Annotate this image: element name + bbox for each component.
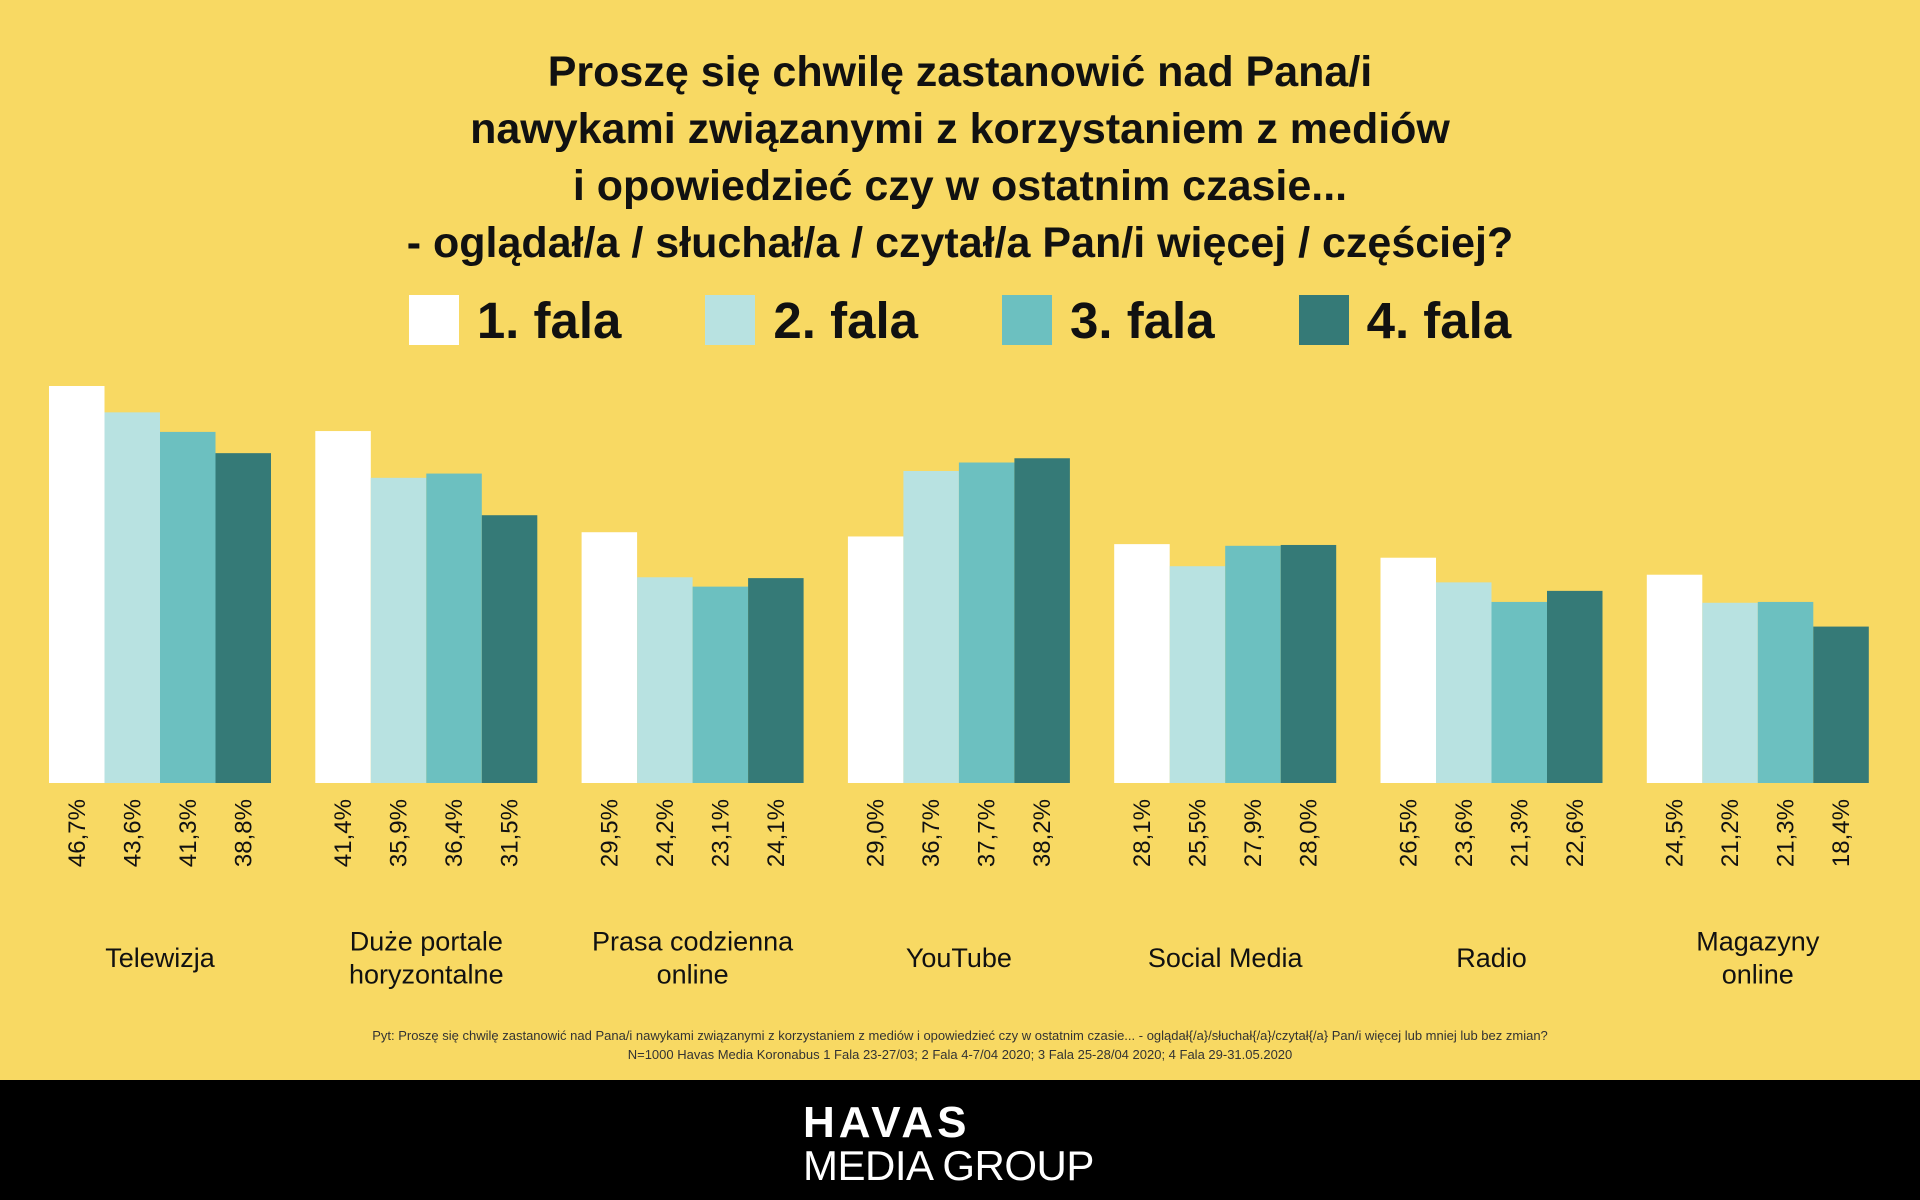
legend-label: 3. fala xyxy=(1070,291,1215,349)
bar xyxy=(215,453,271,783)
data-label: 24,1% xyxy=(763,799,790,867)
footnote: Pyt: Proszę się chwilę zastanowić nad Pa… xyxy=(0,1026,1920,1064)
bar xyxy=(748,578,804,783)
footnote-sample: N=1000 Havas Media Koronabus 1 Fala 23-2… xyxy=(627,1047,1293,1062)
data-label: 27,9% xyxy=(1240,799,1267,867)
bar xyxy=(1436,582,1492,783)
category-label-line: Telewizja xyxy=(105,943,216,973)
legend-label: 2. fala xyxy=(773,291,918,349)
data-label: 31,5% xyxy=(497,799,524,867)
data-label: 41,4% xyxy=(330,799,357,867)
category-label-line: horyzontalne xyxy=(349,960,504,990)
title-line: nawykami związanymi z korzystaniem z med… xyxy=(470,105,1450,153)
data-label: 38,2% xyxy=(1029,799,1056,867)
data-label: 21,3% xyxy=(1773,799,1800,867)
bar xyxy=(1491,601,1547,783)
data-label: 24,5% xyxy=(1662,799,1689,867)
data-label: 28,1% xyxy=(1129,799,1156,867)
bar xyxy=(1169,566,1226,783)
bar xyxy=(370,477,427,783)
bar xyxy=(1702,602,1758,783)
data-label: 25,5% xyxy=(1184,799,1211,867)
bar xyxy=(692,586,749,783)
category-label-line: Duże portale xyxy=(350,927,503,957)
data-label: 29,5% xyxy=(596,799,623,867)
data-label: 35,9% xyxy=(386,799,413,867)
legend-swatch xyxy=(408,295,459,345)
data-label: 24,2% xyxy=(652,799,679,867)
bar xyxy=(426,473,482,783)
bar xyxy=(1646,574,1703,783)
bar xyxy=(581,532,638,783)
bar xyxy=(315,431,371,783)
bar xyxy=(1547,590,1603,783)
data-label: 29,0% xyxy=(863,799,890,867)
category-label: YouTube xyxy=(906,943,1012,973)
legend: 1. fala 2. fala 3. fala 4. fala xyxy=(0,291,1920,350)
bar xyxy=(903,471,959,783)
category-label: Social Media xyxy=(1148,943,1304,973)
bar-chart: 46,7% 43,6% 41,3% 38,8% Telewizja 41,4% 35,9% 3… xyxy=(49,386,1869,990)
category-label-line: Prasa codzienna xyxy=(592,927,794,957)
data-label: 23,1% xyxy=(707,799,734,867)
category-label-line: YouTube xyxy=(906,943,1012,973)
bar xyxy=(1014,458,1070,783)
legend-swatch xyxy=(1298,295,1349,345)
title-line: i opowiedzieć czy w ostatnim czasie... xyxy=(572,162,1348,210)
category-label-line: Radio xyxy=(1456,943,1527,973)
data-label: 23,6% xyxy=(1451,799,1478,867)
bar xyxy=(1225,545,1281,783)
legend-item-fala-1: 1. fala xyxy=(408,291,622,350)
data-label: 43,6% xyxy=(119,799,146,867)
data-label: 21,2% xyxy=(1717,799,1744,867)
category-label: Duże portale horyzontalne xyxy=(349,927,504,990)
data-label: 21,3% xyxy=(1506,799,1533,867)
havas-media-group-logo: HAVAS MEDIA GROUP xyxy=(803,1098,1094,1189)
data-label: 36,4% xyxy=(441,799,468,867)
chart-title: Proszę się chwilę zastanowić nad Pana/i … xyxy=(0,44,1920,272)
bar xyxy=(49,386,105,783)
logo-media-group: MEDIA GROUP xyxy=(803,1142,1094,1189)
bar xyxy=(1380,557,1436,783)
data-label: 46,7% xyxy=(64,799,91,867)
legend-label: 4. fala xyxy=(1366,291,1512,349)
bar xyxy=(1280,544,1337,783)
legend-swatch xyxy=(705,295,756,345)
bar xyxy=(481,515,538,783)
footnote-question: Pyt: Proszę się chwilę zastanowić nad Pa… xyxy=(372,1028,1548,1043)
data-label: 37,7% xyxy=(974,799,1001,867)
category-label: Magazyny online xyxy=(1696,927,1820,990)
legend-item-fala-3: 3. fala xyxy=(1002,291,1215,350)
category-label: Prasa codzienna online xyxy=(592,927,794,990)
data-label: 18,4% xyxy=(1828,799,1855,867)
bar xyxy=(1813,626,1869,783)
bar xyxy=(958,462,1015,783)
category-label-line: Social Media xyxy=(1148,943,1304,973)
footer-bar: HAVAS MEDIA GROUP xyxy=(0,1080,1920,1200)
bar xyxy=(1114,544,1170,783)
bar xyxy=(104,412,160,783)
legend-item-fala-2: 2. fala xyxy=(705,291,918,350)
data-label: 36,7% xyxy=(918,799,945,867)
category-label-line: online xyxy=(1722,960,1794,990)
legend-label: 1. fala xyxy=(476,291,622,349)
data-label: 22,6% xyxy=(1562,799,1589,867)
bar xyxy=(847,536,904,783)
legend-swatch xyxy=(1002,295,1052,345)
logo-havas: HAVAS xyxy=(803,1098,971,1147)
category-label-line: online xyxy=(657,960,729,990)
legend-item-fala-4: 4. fala xyxy=(1298,291,1512,350)
bar xyxy=(160,431,216,783)
category-label: Telewizja xyxy=(105,943,216,973)
category-label: Radio xyxy=(1456,943,1527,973)
title-line: - oglądał/a / słuchał/a / czytał/a Pan/i… xyxy=(406,219,1514,267)
data-label: 41,3% xyxy=(175,799,202,867)
bar xyxy=(637,577,693,783)
category-label-line: Magazyny xyxy=(1696,927,1820,957)
bar xyxy=(1757,601,1814,783)
data-label: 28,0% xyxy=(1295,799,1322,867)
title-line: Proszę się chwilę zastanowić nad Pana/i xyxy=(547,48,1373,96)
data-label: 26,5% xyxy=(1395,799,1422,867)
data-label: 38,8% xyxy=(230,799,257,867)
